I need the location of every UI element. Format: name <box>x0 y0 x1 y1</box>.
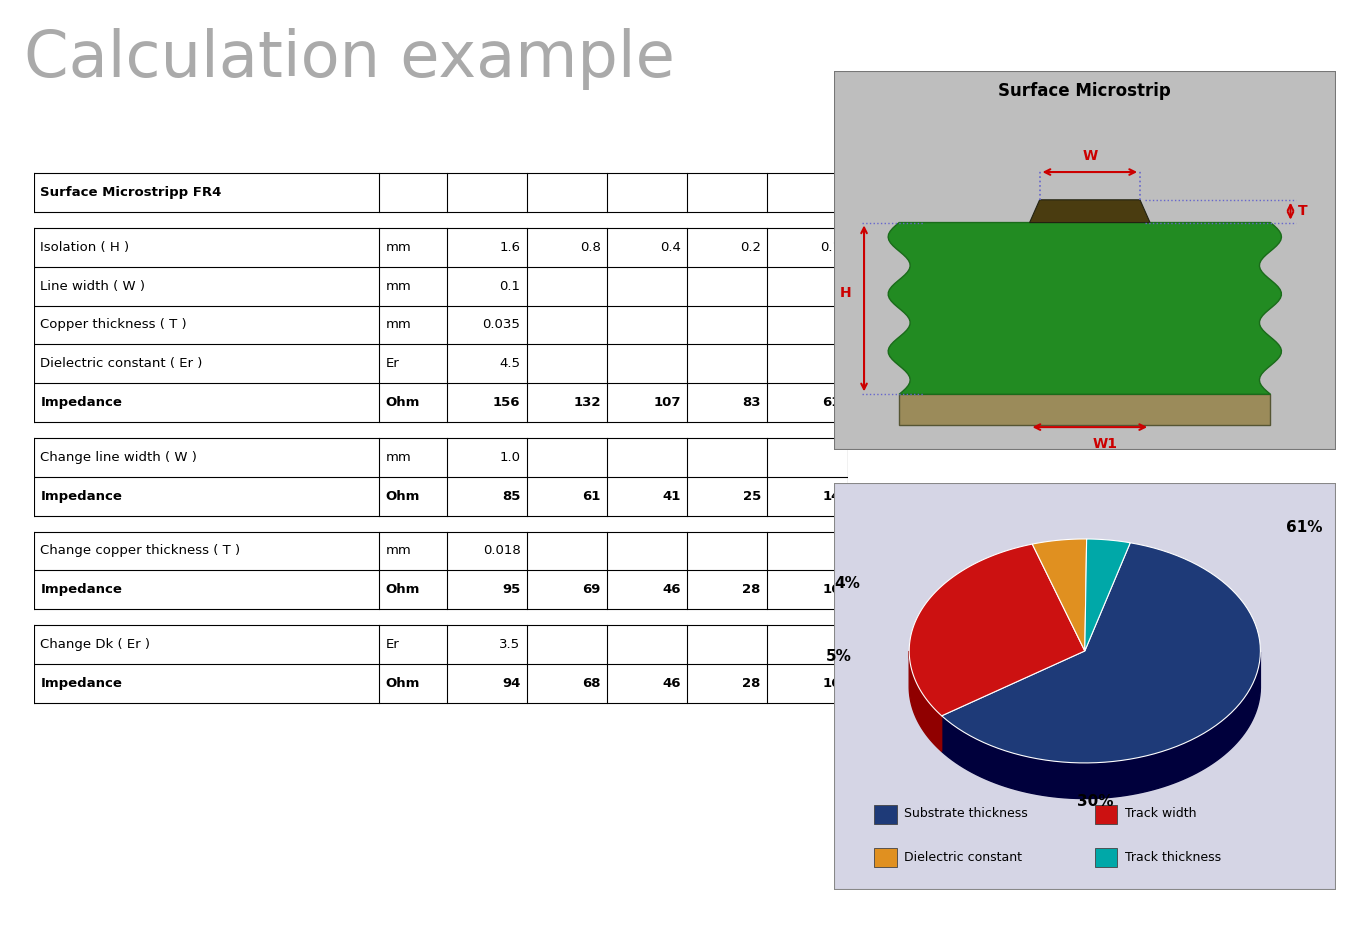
Text: 0.1: 0.1 <box>499 279 521 293</box>
Text: 132: 132 <box>574 396 601 409</box>
Text: Ohm: Ohm <box>385 490 420 503</box>
Text: Change copper thickness ( T ): Change copper thickness ( T ) <box>41 545 240 558</box>
Polygon shape <box>941 543 1260 763</box>
Text: Calculation example: Calculation example <box>24 28 675 90</box>
Text: 3.5: 3.5 <box>499 638 521 651</box>
Text: 46: 46 <box>662 583 681 597</box>
Text: Change line width ( W ): Change line width ( W ) <box>41 451 197 464</box>
Text: 0.4: 0.4 <box>660 241 681 254</box>
Text: 61%: 61% <box>1285 520 1322 535</box>
Text: 30%: 30% <box>1077 795 1113 809</box>
Text: 46: 46 <box>662 677 681 690</box>
Text: 25: 25 <box>743 490 761 503</box>
Text: Ohm: Ohm <box>385 583 420 597</box>
Polygon shape <box>1085 539 1131 651</box>
Text: Isolation ( H ): Isolation ( H ) <box>41 241 130 254</box>
Text: 41: 41 <box>662 490 681 503</box>
Polygon shape <box>910 545 1085 716</box>
Text: Impedance: Impedance <box>41 677 122 690</box>
Text: 28: 28 <box>743 583 761 597</box>
Text: mm: mm <box>385 279 411 293</box>
Polygon shape <box>910 651 941 751</box>
Text: 1.0: 1.0 <box>499 451 521 464</box>
Text: H: H <box>839 286 852 300</box>
Text: W: W <box>1082 149 1097 163</box>
Text: 85: 85 <box>502 490 521 503</box>
Polygon shape <box>910 575 1261 798</box>
Text: Ohm: Ohm <box>385 396 420 409</box>
Text: mm: mm <box>385 241 411 254</box>
Text: 107: 107 <box>654 396 681 409</box>
Text: 0.035: 0.035 <box>483 318 521 331</box>
Text: 1.6: 1.6 <box>499 241 521 254</box>
Text: Impedance: Impedance <box>41 583 122 597</box>
Text: 16: 16 <box>823 583 841 597</box>
Bar <box>1094 848 1117 867</box>
Bar <box>875 848 896 867</box>
Bar <box>1094 805 1117 824</box>
Text: W1: W1 <box>1093 438 1117 451</box>
Text: 4.5: 4.5 <box>499 357 521 370</box>
Text: Surface Microstripp FR4: Surface Microstripp FR4 <box>41 186 222 199</box>
Text: Impedance: Impedance <box>41 490 122 503</box>
Text: 61: 61 <box>823 396 841 409</box>
Text: Copper thickness ( T ): Copper thickness ( T ) <box>41 318 187 331</box>
Text: Er: Er <box>385 638 399 651</box>
Bar <box>899 394 1271 424</box>
Text: 83: 83 <box>742 396 761 409</box>
Text: 0.2: 0.2 <box>740 241 761 254</box>
Text: 69: 69 <box>582 583 601 597</box>
Text: 5%: 5% <box>826 649 852 664</box>
Polygon shape <box>888 223 1281 394</box>
Text: Dielectric constant ( Er ): Dielectric constant ( Er ) <box>41 357 203 370</box>
Text: Er: Er <box>385 357 399 370</box>
Text: 0.1: 0.1 <box>820 241 841 254</box>
Text: 16: 16 <box>823 677 841 690</box>
Text: mm: mm <box>385 545 411 558</box>
Text: 94: 94 <box>502 677 521 690</box>
Text: Ohm: Ohm <box>385 677 420 690</box>
Text: Change Dk ( Er ): Change Dk ( Er ) <box>41 638 151 651</box>
Text: mm: mm <box>385 318 411 331</box>
Text: Dielectric constant: Dielectric constant <box>904 850 1022 864</box>
Text: 95: 95 <box>502 583 521 597</box>
Text: Surface Microstrip: Surface Microstrip <box>998 82 1172 100</box>
Text: 28: 28 <box>743 677 761 690</box>
Text: Track thickness: Track thickness <box>1125 850 1220 864</box>
Text: 0.8: 0.8 <box>580 241 601 254</box>
Text: Line width ( W ): Line width ( W ) <box>41 279 145 293</box>
Text: 61: 61 <box>582 490 601 503</box>
Bar <box>875 805 896 824</box>
Text: 156: 156 <box>494 396 521 409</box>
Polygon shape <box>1032 539 1086 651</box>
Text: 68: 68 <box>582 677 601 690</box>
Text: T: T <box>1298 205 1307 218</box>
Polygon shape <box>941 652 1260 798</box>
Text: Track width: Track width <box>1125 808 1196 820</box>
Text: 4%: 4% <box>835 577 861 591</box>
Text: Impedance: Impedance <box>41 396 122 409</box>
Text: 0.018: 0.018 <box>483 545 521 558</box>
Polygon shape <box>1029 200 1150 223</box>
Text: Substrate thickness: Substrate thickness <box>904 808 1028 820</box>
Text: mm: mm <box>385 451 411 464</box>
Text: 14: 14 <box>823 490 841 503</box>
